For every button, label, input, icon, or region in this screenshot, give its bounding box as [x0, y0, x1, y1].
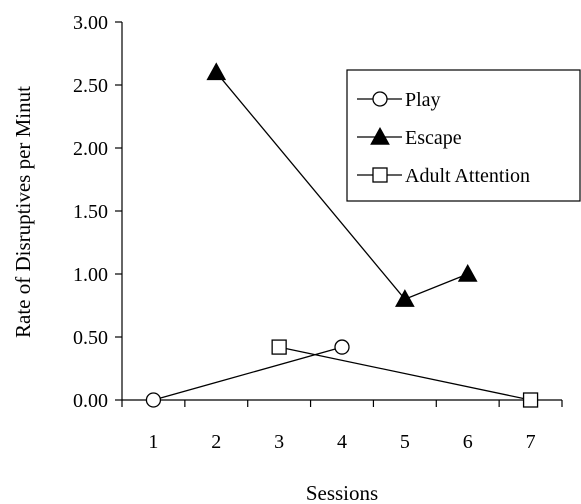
- legend-item-adult-attention: Adult Attention: [357, 165, 530, 187]
- y-tick-label: 1.50: [73, 201, 108, 223]
- y-tick-label: 1.00: [73, 264, 108, 286]
- point-adult-attention: [271, 339, 287, 355]
- x-axis-ticks: 1 2 3 4 5 6 7: [121, 400, 563, 453]
- point-play: [145, 392, 162, 408]
- series-escape: [206, 62, 478, 307]
- y-axis-ticks: 0.00 0.50 1.00 1.50 2.00 2.50 3.00: [73, 12, 122, 412]
- x-tick-label: 1: [148, 431, 158, 453]
- x-tick-label: 6: [463, 431, 473, 453]
- y-tick-label: 3.00: [73, 12, 108, 34]
- x-tick-label: 7: [526, 431, 536, 453]
- y-tick-label: 2.50: [73, 75, 108, 97]
- point-escape: [457, 263, 478, 282]
- y-tick-label: 2.00: [73, 138, 108, 160]
- y-tick-label: 0.50: [73, 327, 108, 349]
- y-tick-label: 0.00: [73, 390, 108, 412]
- legend-label-play: Play: [405, 89, 441, 111]
- series-play: [145, 339, 350, 408]
- legend-marker-escape: [370, 126, 390, 145]
- legend-label-escape: Escape: [405, 127, 462, 149]
- legend-marker-play: [372, 91, 388, 107]
- point-escape: [395, 289, 415, 307]
- point-adult-attention: [522, 392, 539, 408]
- legend-item-play: Play: [357, 89, 441, 111]
- legend-item-escape: Escape: [357, 126, 462, 149]
- x-tick-label: 3: [274, 431, 284, 453]
- point-escape: [206, 62, 227, 81]
- series-line-play: [153, 346, 343, 401]
- legend-label-adult-attention: Adult Attention: [405, 165, 530, 187]
- point-play: [334, 339, 350, 355]
- series-layer: [145, 62, 539, 408]
- series-line-adult-attention: [279, 346, 531, 401]
- x-tick-label: 2: [211, 431, 221, 453]
- x-tick-label: 4: [337, 431, 347, 453]
- x-tick-label: 5: [400, 431, 410, 453]
- legend: Play Escape Adult Attention: [346, 69, 581, 202]
- legend-marker-adult-attention: [372, 167, 388, 183]
- y-axis-title: Rate of Disruptives per Minut: [11, 86, 35, 338]
- series-adult-attention: [271, 339, 539, 408]
- x-axis-title: Sessions: [306, 481, 378, 504]
